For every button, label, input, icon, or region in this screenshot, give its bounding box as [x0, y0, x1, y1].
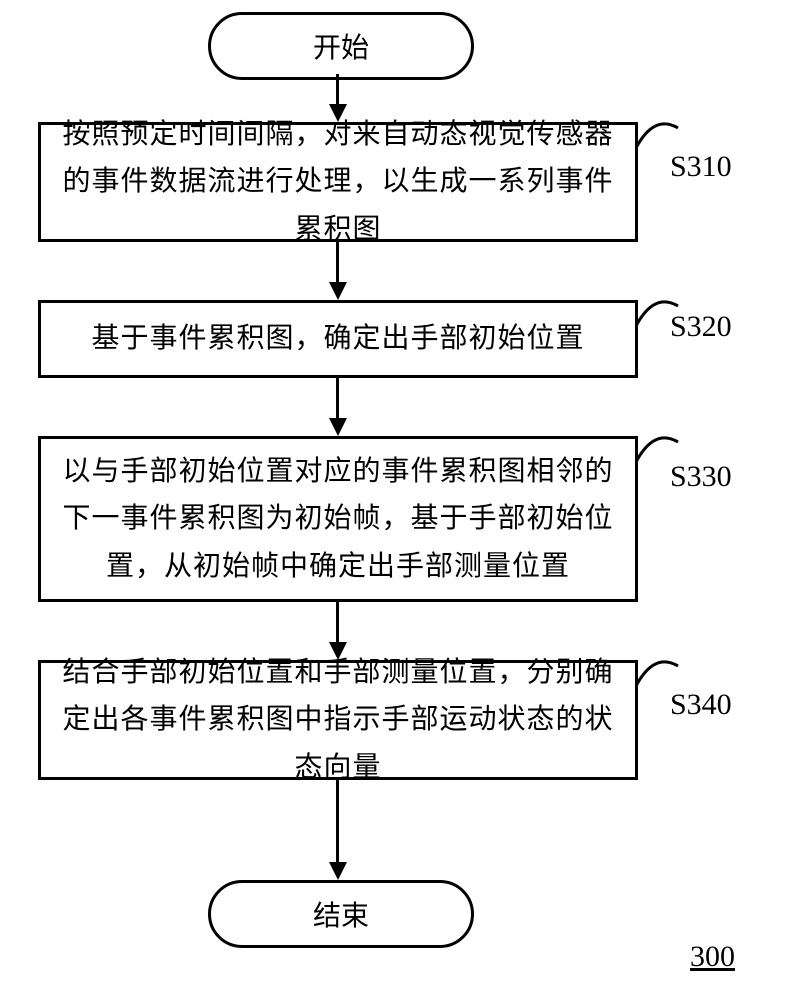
step-s340-box: 结合手部初始位置和手部测量位置，分别确定出各事件累积图中指示手部运动状态的状态向…: [38, 660, 638, 780]
terminator-start-label: 开始: [313, 26, 369, 66]
arrow-5-line: [336, 780, 339, 864]
arrow-3-head: [329, 418, 347, 436]
arrow-2-line: [336, 242, 339, 284]
arrow-5-head: [329, 862, 347, 880]
step-s340-text: 结合手部初始位置和手部测量位置，分别确定出各事件累积图中指示手部运动状态的状态向…: [61, 649, 615, 792]
flowchart-canvas: 开始 按照预定时间间隔，对来自动态视觉传感器的事件数据流进行处理，以生成一系列事…: [0, 0, 786, 1000]
step-s310-text: 按照预定时间间隔，对来自动态视觉传感器的事件数据流进行处理，以生成一系列事件累积…: [61, 111, 615, 254]
step-s320-text: 基于事件累积图，确定出手部初始位置: [91, 315, 584, 363]
step-s340-label: S340: [670, 688, 732, 722]
terminator-end: 结束: [208, 880, 474, 948]
step-s320-box: 基于事件累积图，确定出手部初始位置: [38, 300, 638, 378]
step-s330-text: 以与手部初始位置对应的事件累积图相邻的下一事件累积图为初始帧，基于手部初始位置，…: [61, 448, 615, 591]
step-s320-label: S320: [670, 310, 732, 344]
terminator-end-label: 结束: [313, 894, 369, 934]
arrow-4-line: [336, 602, 339, 644]
step-s340-callout: [612, 642, 684, 694]
step-s310-box: 按照预定时间间隔，对来自动态视觉传感器的事件数据流进行处理，以生成一系列事件累积…: [38, 122, 638, 242]
arrow-2-head: [329, 282, 347, 300]
step-s330-box: 以与手部初始位置对应的事件累积图相邻的下一事件累积图为初始帧，基于手部初始位置，…: [38, 436, 638, 602]
terminator-start: 开始: [208, 12, 474, 80]
arrow-1-line: [336, 74, 339, 106]
figure-number: 300: [690, 940, 735, 974]
step-s310-label: S310: [670, 150, 732, 184]
arrow-3-line: [336, 378, 339, 420]
step-s330-label: S330: [670, 460, 732, 494]
step-s310-callout: [612, 104, 684, 156]
